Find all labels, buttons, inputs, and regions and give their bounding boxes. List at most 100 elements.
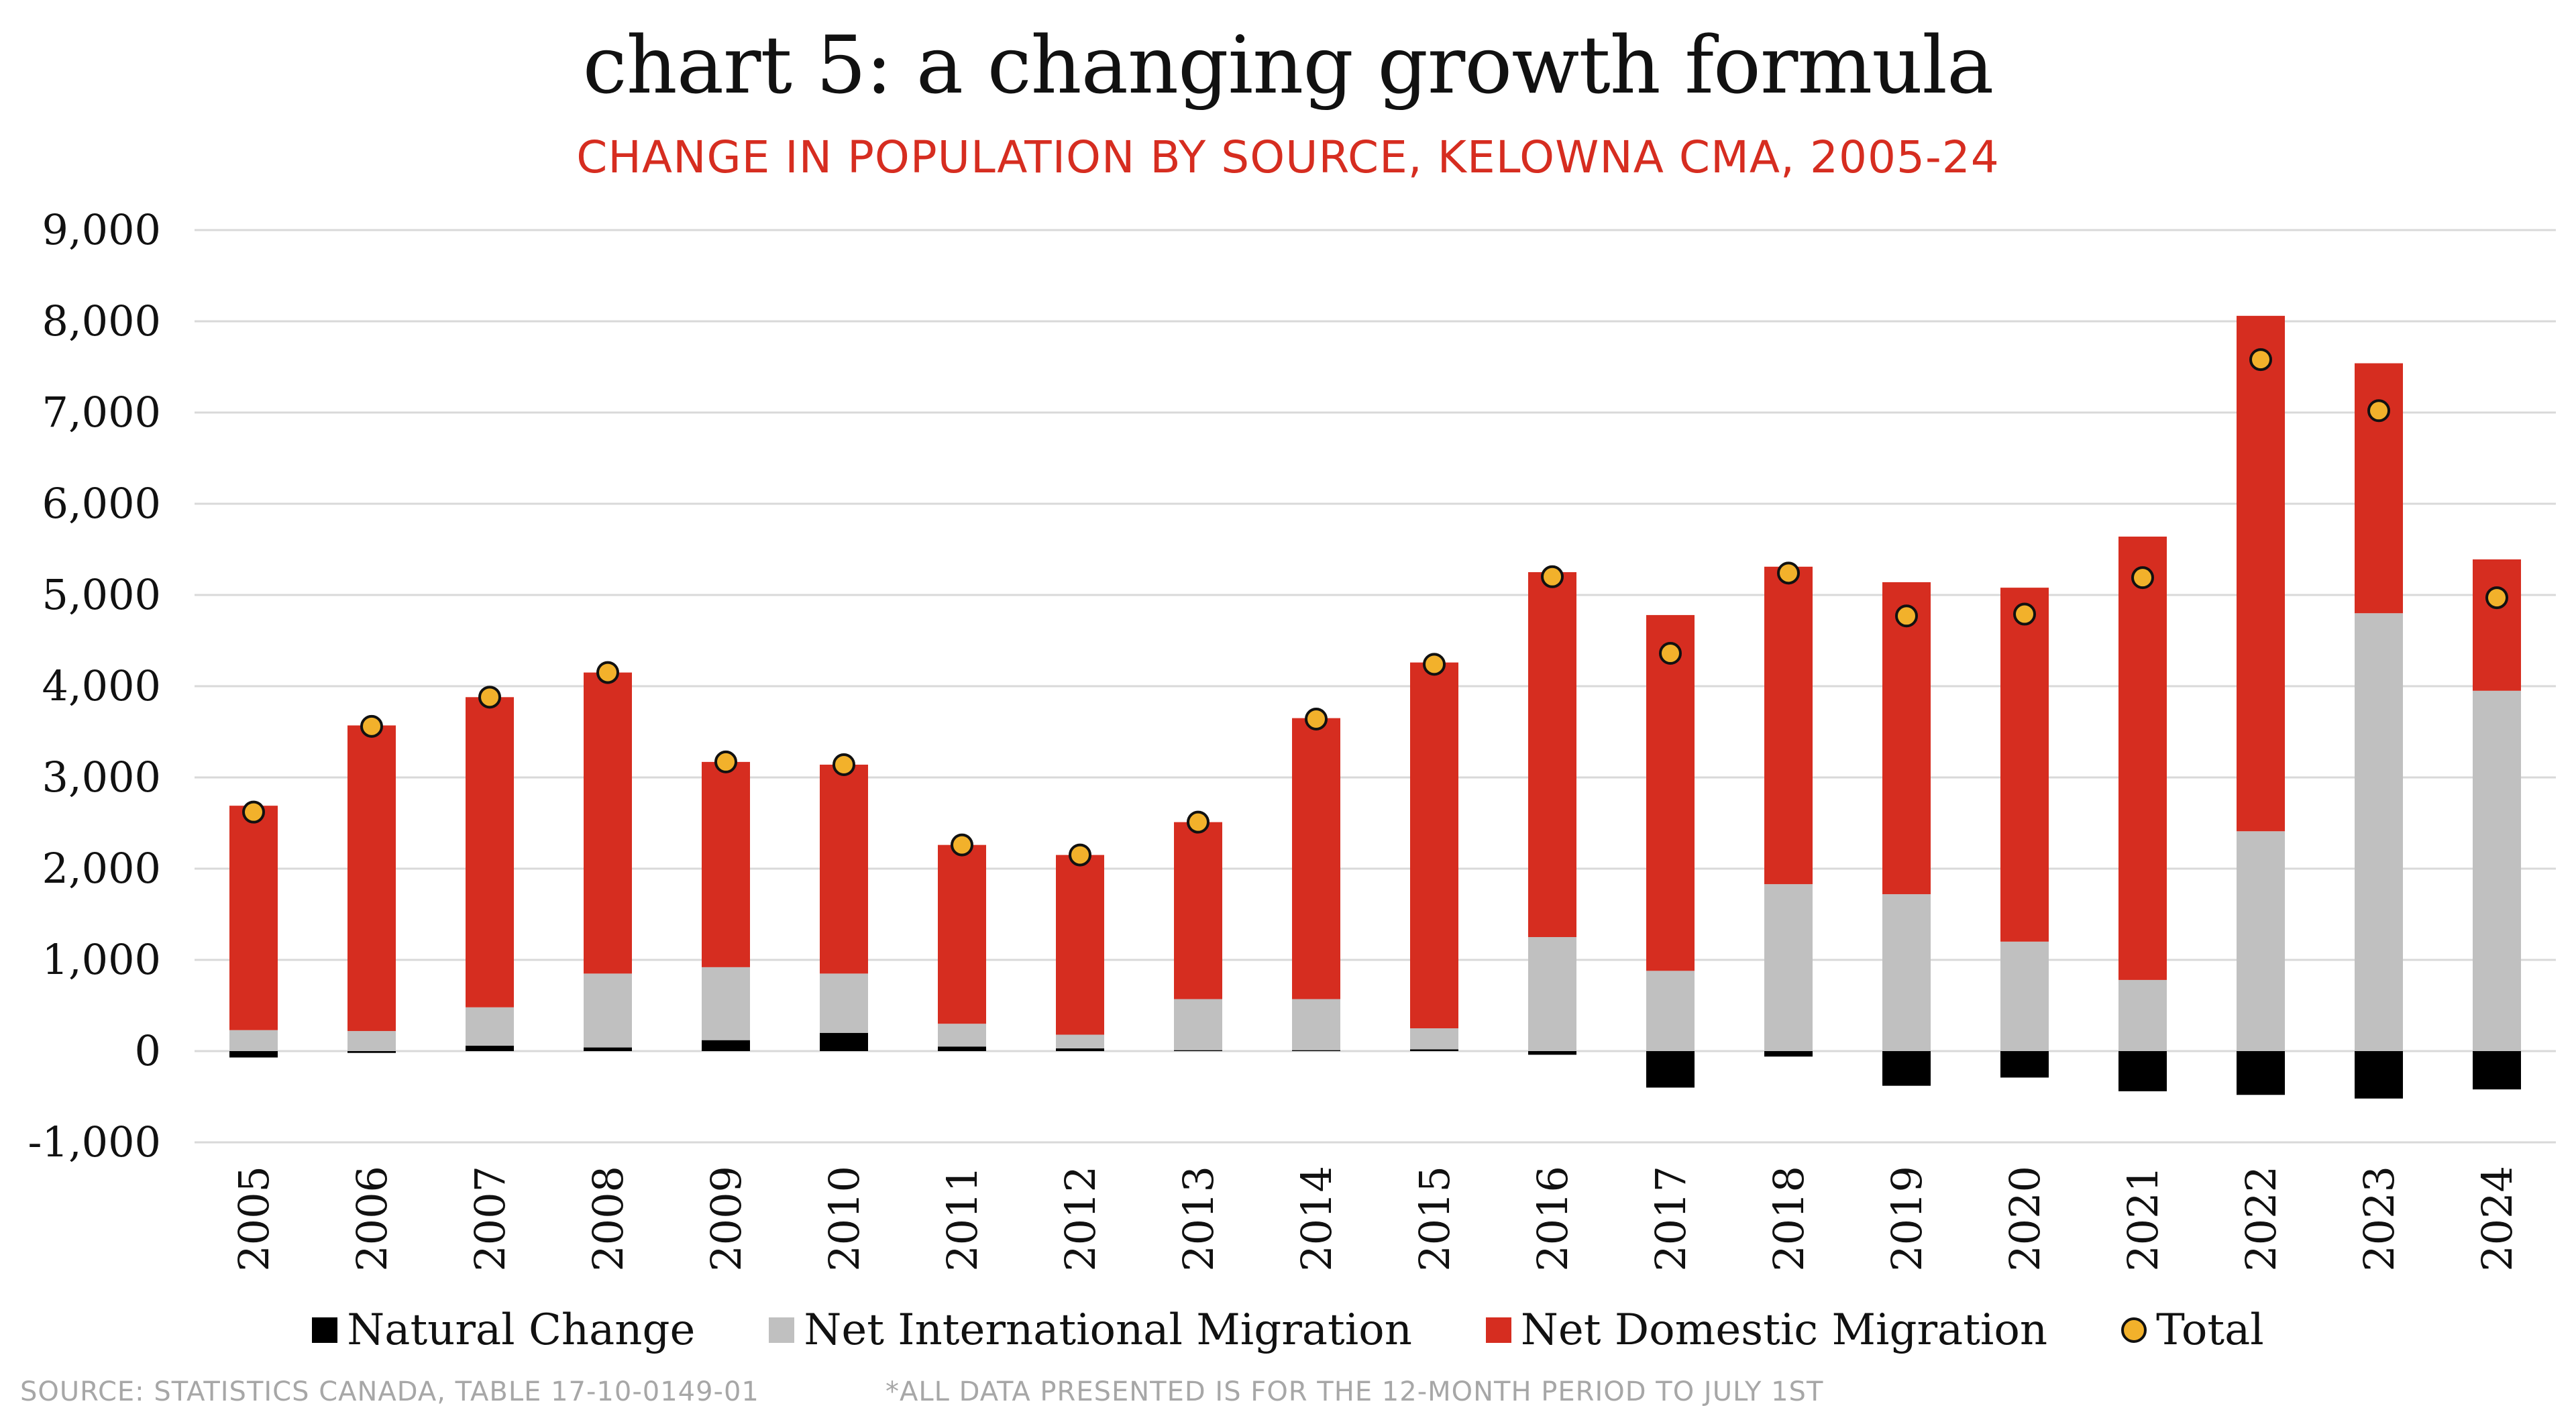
bar-net-international-migration-2013 bbox=[1174, 999, 1222, 1050]
point-total-2024 bbox=[2485, 586, 2508, 610]
point-total-2022 bbox=[2249, 348, 2272, 372]
x-tick-label: 2005 bbox=[229, 1166, 278, 1272]
x-tick-label: 2015 bbox=[1410, 1166, 1459, 1272]
point-total-2020 bbox=[2013, 602, 2036, 626]
bar-net-international-migration-2023 bbox=[2355, 613, 2403, 1051]
legend-label-total: Total bbox=[2156, 1305, 2264, 1355]
bar-natural-change-2020 bbox=[2000, 1051, 2049, 1078]
x-tick-label: 2014 bbox=[1292, 1166, 1341, 1272]
chart-plot: -1,000 0 1,000 2,000 3,000 4,000 5,000 6,000 7,0… bbox=[28, 205, 2556, 1272]
bar-net-international-migration-2022 bbox=[2237, 831, 2285, 1051]
point-total-2018 bbox=[1777, 561, 1800, 585]
y-tick-label: 4,000 bbox=[42, 661, 162, 710]
x-tick-label: 2018 bbox=[1764, 1166, 1813, 1272]
footer-source: SOURCE: STATISTICS CANADA, TABLE 17-10-0… bbox=[20, 1376, 759, 1407]
bar-net-international-migration-2020 bbox=[2000, 941, 2049, 1051]
bar-natural-change-2023 bbox=[2355, 1051, 2403, 1099]
point-total-2011 bbox=[951, 833, 973, 857]
bar-net-domestic-migration-2021 bbox=[2118, 536, 2167, 980]
bar-natural-change-2006 bbox=[347, 1051, 396, 1053]
y-tick-label: 5,000 bbox=[42, 570, 162, 619]
x-tick-label: 2022 bbox=[2237, 1166, 2286, 1272]
bar-net-domestic-migration-2017 bbox=[1646, 614, 1695, 971]
legend-label-natural-change: Natural Change bbox=[347, 1305, 696, 1355]
point-total-2005 bbox=[242, 800, 265, 824]
legend-item-net-domestic-migration: Net Domestic Migration bbox=[1485, 1305, 2048, 1355]
bar-natural-change-2007 bbox=[466, 1045, 514, 1051]
bar-net-international-migration-2021 bbox=[2118, 979, 2167, 1051]
legend-label-net-domestic-migration: Net Domestic Migration bbox=[1520, 1305, 2048, 1355]
bar-natural-change-2008 bbox=[584, 1047, 632, 1051]
bar-net-domestic-migration-2022 bbox=[2237, 315, 2285, 832]
bar-net-domestic-migration-2008 bbox=[584, 672, 632, 974]
bar-net-domestic-migration-2007 bbox=[466, 697, 514, 1007]
bar-net-international-migration-2010 bbox=[820, 973, 868, 1033]
x-tick-label: 2016 bbox=[1528, 1166, 1577, 1272]
x-tick-label: 2017 bbox=[1646, 1166, 1695, 1272]
bar-natural-change-2010 bbox=[820, 1032, 868, 1051]
x-tick-label: 2011 bbox=[938, 1166, 987, 1272]
bar-natural-change-2019 bbox=[1882, 1051, 1931, 1086]
bar-net-domestic-migration-2024 bbox=[2473, 559, 2521, 691]
bar-net-domestic-migration-2006 bbox=[347, 725, 396, 1032]
y-tick-label: 0 bbox=[135, 1026, 161, 1075]
legend-swatch-net-international-migration bbox=[769, 1317, 795, 1343]
legend-item-natural-change: Natural Change bbox=[312, 1305, 695, 1355]
point-total-2009 bbox=[714, 750, 737, 773]
point-total-2021 bbox=[2131, 566, 2154, 590]
point-total-2007 bbox=[478, 686, 501, 709]
x-tick-label: 2023 bbox=[2355, 1166, 2404, 1272]
chart-title: chart 5: a changing growth formula bbox=[582, 19, 1994, 111]
bar-net-domestic-migration-2014 bbox=[1292, 718, 1340, 999]
point-total-2017 bbox=[1659, 642, 1682, 665]
y-tick-label: 8,000 bbox=[42, 296, 162, 345]
bar-net-international-migration-2005 bbox=[229, 1030, 278, 1051]
bar-net-international-migration-2015 bbox=[1410, 1028, 1458, 1050]
legend-label-net-international-migration: Net International Migration bbox=[804, 1305, 1412, 1355]
bar-net-domestic-migration-2013 bbox=[1174, 822, 1222, 999]
x-tick-label: 2021 bbox=[2118, 1166, 2167, 1272]
x-tick-label: 2012 bbox=[1056, 1166, 1105, 1272]
x-tick-label: 2010 bbox=[820, 1166, 869, 1272]
bar-natural-change-2017 bbox=[1646, 1051, 1695, 1088]
bar-natural-change-2009 bbox=[702, 1040, 750, 1051]
bar-net-international-migration-2018 bbox=[1764, 884, 1813, 1051]
bar-net-international-migration-2008 bbox=[584, 973, 632, 1048]
bar-net-domestic-migration-2015 bbox=[1410, 662, 1458, 1028]
bar-net-international-migration-2017 bbox=[1646, 971, 1695, 1051]
legend: Natural Change Net International Migrati… bbox=[0, 1300, 2576, 1360]
bar-net-domestic-migration-2009 bbox=[702, 761, 750, 967]
x-tick-label: 2013 bbox=[1174, 1166, 1223, 1272]
bar-net-international-migration-2006 bbox=[347, 1031, 396, 1051]
bar-net-domestic-migration-2018 bbox=[1764, 566, 1813, 885]
bar-net-international-migration-2016 bbox=[1528, 937, 1576, 1051]
bar-net-international-migration-2007 bbox=[466, 1007, 514, 1046]
bar-net-domestic-migration-2020 bbox=[2000, 588, 2049, 942]
x-tick-label: 2020 bbox=[2000, 1166, 2049, 1272]
point-total-2023 bbox=[2367, 399, 2390, 423]
point-total-2019 bbox=[1895, 604, 1918, 628]
bar-natural-change-2024 bbox=[2473, 1051, 2521, 1090]
bar-net-domestic-migration-2010 bbox=[820, 764, 868, 974]
y-tick-label: 6,000 bbox=[42, 479, 162, 528]
y-tick-label: -1,000 bbox=[28, 1118, 161, 1166]
point-total-2006 bbox=[360, 714, 383, 738]
y-tick-label: 7,000 bbox=[42, 388, 162, 437]
bar-natural-change-2021 bbox=[2118, 1051, 2167, 1091]
footer-note: *ALL DATA PRESENTED IS FOR THE 12-MONTH … bbox=[885, 1376, 1824, 1407]
bar-natural-change-2012 bbox=[1056, 1048, 1104, 1051]
bar-net-international-migration-2009 bbox=[702, 967, 750, 1040]
bar-natural-change-2011 bbox=[938, 1046, 986, 1051]
chart-subtitle: CHANGE IN POPULATION BY SOURCE, KELOWNA … bbox=[576, 131, 2000, 183]
bar-natural-change-2022 bbox=[2237, 1051, 2285, 1095]
bar-natural-change-2005 bbox=[229, 1051, 278, 1058]
bar-net-domestic-migration-2019 bbox=[1882, 582, 1931, 895]
bar-natural-change-2015 bbox=[1410, 1049, 1458, 1051]
x-tick-label: 2006 bbox=[347, 1166, 396, 1272]
bar-net-domestic-migration-2012 bbox=[1056, 855, 1104, 1035]
legend-item-total: Total bbox=[2121, 1305, 2264, 1355]
point-total-2015 bbox=[1423, 653, 1446, 676]
bar-natural-change-2014 bbox=[1292, 1050, 1340, 1051]
bar-natural-change-2016 bbox=[1528, 1051, 1576, 1055]
legend-swatch-natural-change bbox=[312, 1317, 338, 1343]
